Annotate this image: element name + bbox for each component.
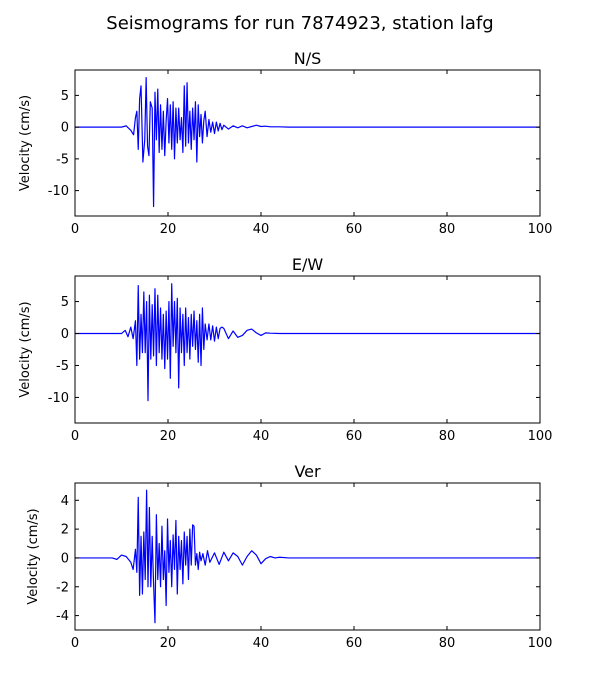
panel-ew: E/W 0 20 40 60 80 100 5 0 -5 -10 Velocity (cm/s) bbox=[18, 255, 552, 444]
x-tick-label-ver: 100 bbox=[528, 636, 553, 651]
y-tick-label-ew: 0 bbox=[61, 327, 69, 342]
x-tick-label-ns: 60 bbox=[346, 222, 363, 237]
panel-title-ew: E/W bbox=[292, 255, 324, 274]
axes-frame-ns bbox=[74, 69, 541, 217]
series-line-ns bbox=[75, 77, 540, 208]
x-tick-label-ver: 40 bbox=[253, 636, 270, 651]
x-tick-label-ver: 60 bbox=[346, 636, 363, 651]
y-tick-label-ns: 0 bbox=[61, 121, 69, 136]
y-tick-label-ew: -10 bbox=[48, 391, 69, 406]
x-tick-label-ns: 20 bbox=[160, 222, 177, 237]
x-tick-label-ew: 20 bbox=[160, 429, 177, 444]
y-tick-label-ver: 4 bbox=[61, 494, 69, 509]
x-tick-label-ns: 40 bbox=[253, 222, 270, 237]
y-tick-label-ver: -2 bbox=[56, 580, 69, 595]
y-axis-label-ns: Velocity (cm/s) bbox=[18, 95, 33, 191]
y-tick-label-ver: 0 bbox=[61, 551, 69, 566]
series-line-ver bbox=[75, 489, 540, 624]
axes-frame-ver bbox=[74, 482, 541, 631]
y-tick-label-ns: 5 bbox=[61, 89, 69, 104]
x-tick-label-ns: 0 bbox=[71, 222, 79, 237]
y-tick-label-ver: -4 bbox=[56, 609, 69, 624]
y-axis-label-ver: Velocity (cm/s) bbox=[26, 508, 41, 604]
x-tick-label-ns: 100 bbox=[528, 222, 553, 237]
y-axis-label-ew: Velocity (cm/s) bbox=[18, 301, 33, 397]
x-tick-label-ew: 60 bbox=[346, 429, 363, 444]
x-tick-label-ver: 20 bbox=[160, 636, 177, 651]
x-tick-label-ew: 100 bbox=[528, 429, 553, 444]
x-tick-label-ew: 0 bbox=[71, 429, 79, 444]
axes-frame-ew bbox=[74, 275, 541, 424]
x-tick-label-ver: 0 bbox=[71, 636, 79, 651]
panel-ns: N/S 0 20 40 60 80 100 5 0 -5 -10 Velocity (cm/s) bbox=[18, 49, 552, 237]
y-tick-label-ns: -5 bbox=[56, 152, 69, 167]
panel-title-ns: N/S bbox=[294, 49, 322, 68]
y-tick-label-ver: 2 bbox=[61, 523, 69, 538]
panel-title-ver: Ver bbox=[294, 462, 321, 481]
x-tick-label-ver: 80 bbox=[439, 636, 456, 651]
x-tick-label-ew: 80 bbox=[439, 429, 456, 444]
x-tick-label-ew: 40 bbox=[253, 429, 270, 444]
figure-title: Seismograms for run 7874923, station laf… bbox=[106, 13, 493, 34]
y-tick-label-ew: -5 bbox=[56, 359, 69, 374]
y-tick-label-ew: 5 bbox=[61, 295, 69, 310]
y-tick-label-ns: -10 bbox=[48, 184, 69, 199]
x-tick-label-ns: 80 bbox=[439, 222, 456, 237]
series-line-ew bbox=[75, 283, 540, 402]
